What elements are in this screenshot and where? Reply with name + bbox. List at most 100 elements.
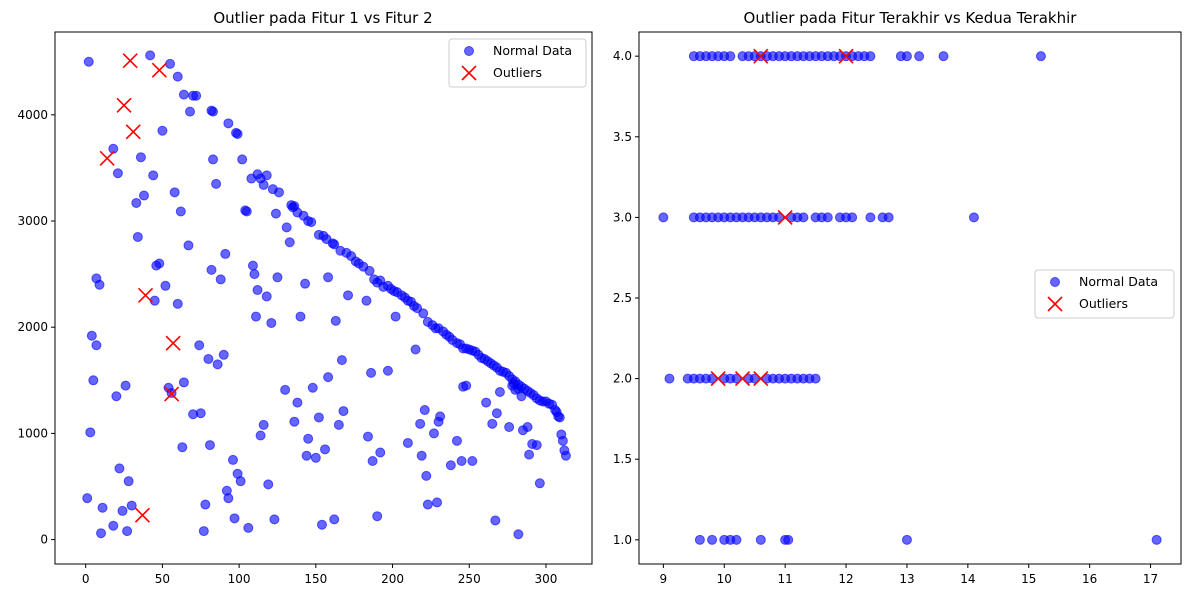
chart-left-normal-point [343, 290, 354, 301]
chart-left-normal-point [490, 515, 501, 526]
chart-left-normal-point [223, 493, 234, 504]
chart-left-marks [82, 50, 571, 540]
chart-left-normal-point [126, 500, 137, 511]
chart-left-normal-point [88, 375, 99, 386]
chart-left-normal-point [504, 422, 515, 433]
chart-left-normal-point [330, 315, 341, 326]
chart-left-outlier-point [134, 507, 151, 523]
chart-left-outlier-point [165, 335, 181, 351]
chart-right-y-tick-label: 4.0 [613, 49, 632, 63]
chart-right-outlier-point [777, 209, 793, 225]
chart-right-normal-point [707, 373, 718, 384]
chart-left-normal-point [203, 354, 214, 365]
chart-left-normal-point [266, 317, 277, 328]
chart-left-normal-point [306, 217, 317, 228]
chart-left-normal-point [249, 269, 260, 280]
chart-left-y-axis: 0 1000 2000 3000 4000 [17, 108, 55, 547]
chart-left-normal-point [338, 406, 349, 417]
chart-left-normal-point [366, 367, 377, 378]
chart-right-normal-point [783, 534, 794, 545]
chart-right-legend-box [1034, 269, 1175, 319]
chart-left-normal-point [191, 90, 202, 101]
chart-left-normal-point [227, 454, 238, 465]
chart-left-x-tick-label: 300 [535, 572, 558, 586]
chart-left-normal-point [524, 449, 535, 460]
chart-left-normal-point [361, 295, 372, 306]
chart-right-normal-point [707, 534, 718, 545]
chart-left-normal-point [522, 422, 533, 433]
chart-left-normal-point [215, 274, 226, 285]
chart-left-x-tick-label: 150 [304, 572, 327, 586]
chart-left-normal-point [481, 397, 492, 408]
chart-left-normal-point [323, 272, 334, 283]
chart-left-normal-point [336, 355, 347, 366]
chart-left-normal-point [410, 344, 421, 355]
chart-left-normal-point [243, 522, 254, 533]
chart-left-normal-point [461, 380, 472, 391]
chart-left-normal-point [120, 380, 131, 391]
chart-left-normal-point [375, 447, 386, 458]
chart-left-legend-outlier-label: Outliers [493, 65, 542, 80]
chart-left-normal-point [160, 280, 171, 291]
chart-left-normal-point [131, 197, 142, 208]
chart-right-normal-point [664, 373, 675, 384]
chart-left-normal-point [83, 56, 94, 67]
chart-left-normal-point [263, 479, 274, 490]
chart-left-normal-point [362, 431, 373, 442]
chart-left-normal-point [247, 260, 258, 271]
chart-left-normal-point [204, 440, 215, 451]
chart-left-outlier-point [137, 287, 154, 303]
chart-left-normal-point [303, 433, 314, 444]
chart-right-normal-point [1035, 51, 1046, 62]
chart-left-normal-point [320, 444, 331, 455]
chart-left-normal-point [117, 505, 128, 516]
chart-left-title: Outlier pada Fitur 1 vs Fitur 2 [213, 9, 432, 27]
chart-left-normal-point [114, 463, 125, 474]
chart-left-normal-point [289, 416, 300, 427]
chart-right-x-tick-label: 13 [899, 572, 914, 586]
chart-left-normal-point [91, 340, 102, 351]
chart-left-normal-point [292, 397, 303, 408]
chart-left-normal-point [97, 502, 108, 513]
chart-left-normal-point [252, 285, 263, 296]
chart-right-normal-point [914, 51, 925, 62]
chart-right-normal-point [658, 212, 669, 223]
chart-left-normal-point [208, 154, 219, 165]
chart-right-normal-point [901, 51, 912, 62]
chart-left-normal-point [172, 71, 183, 82]
chart-left-normal-point [329, 514, 340, 525]
chart-left-normal-point [456, 455, 467, 466]
chart-left-normal-point [212, 359, 223, 370]
chart-right-normal-point [749, 373, 760, 384]
chart-left-normal-point [261, 291, 272, 302]
chart-left-normal-point [183, 240, 194, 251]
chart-right-x-tick-label: 11 [778, 572, 793, 586]
chart-right-normal-point [847, 212, 858, 223]
chart-left-legend-box [448, 38, 587, 88]
chart-left-normal-point [258, 419, 269, 430]
chart-left-x-tick-label: 200 [381, 572, 404, 586]
chart-right-outlier-point [753, 371, 769, 387]
chart-left-outlier-point [151, 62, 167, 78]
chart-left-normal-point [82, 493, 93, 504]
chart-left-normal-point [132, 231, 143, 242]
chart-left-normal-point [235, 476, 246, 487]
chart-left-normal-point [122, 526, 133, 537]
chart-left-normal-point [211, 178, 222, 189]
chart-right-x-tick-label: 10 [717, 572, 732, 586]
chart-left-y-tick-label: 2000 [17, 320, 48, 334]
chart-left-outlier-point [99, 150, 115, 166]
chart-left-normal-point [451, 435, 462, 446]
chart-left-normal-point [491, 408, 502, 419]
chart-left-y-tick-label: 1000 [17, 426, 48, 440]
chart-right-y-tick-label: 3.0 [613, 210, 632, 224]
chart-left-normal-point [494, 386, 505, 397]
chart-left-normal-point [415, 418, 426, 429]
chart-left-normal-point [287, 202, 298, 213]
chart-left-normal-point [165, 58, 176, 69]
chart-left-normal-point [560, 450, 571, 461]
chart-left-normal-point [241, 206, 252, 217]
chart-right-title: Outlier pada Fitur Terakhir vs Kedua Ter… [744, 9, 1078, 27]
chart-left-normal-point [172, 298, 183, 309]
